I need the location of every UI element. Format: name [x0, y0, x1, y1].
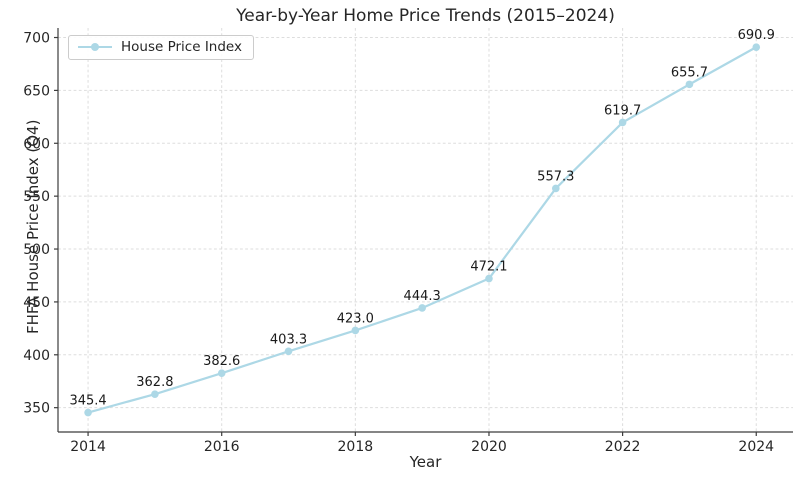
- data-point-label: 557.3: [537, 169, 574, 184]
- x-tick-label: 2020: [471, 439, 507, 455]
- y-tick-label: 600: [23, 136, 50, 152]
- data-point-marker: [284, 347, 293, 356]
- data-point-label: 655.7: [671, 65, 708, 80]
- data-point-marker: [485, 274, 493, 283]
- y-tick-label: 450: [23, 295, 50, 311]
- x-tick-label: 2022: [605, 439, 641, 455]
- x-tick-label: 2014: [70, 439, 106, 455]
- data-point-label: 423.0: [337, 311, 374, 326]
- y-tick-label: 350: [23, 401, 50, 417]
- data-point-label: 619.7: [604, 103, 641, 118]
- x-tick-label: 2016: [204, 439, 240, 455]
- data-point-marker: [618, 118, 627, 127]
- y-tick-label: 500: [23, 242, 50, 258]
- chart-title: Year-by-Year Home Price Trends (2015–202…: [236, 6, 615, 26]
- data-point-marker: [84, 408, 92, 417]
- data-point-label: 690.9: [738, 28, 775, 43]
- data-point-label: 362.8: [136, 375, 173, 390]
- data-point-marker: [151, 390, 159, 398]
- data-point-marker: [351, 326, 360, 335]
- house-price-index-line: [86, 46, 758, 414]
- legend-line-marker-icon: [78, 43, 112, 51]
- data-point-label: 382.6: [203, 354, 240, 369]
- x-tick-label: 2018: [338, 439, 374, 455]
- y-tick-label: 700: [23, 31, 50, 47]
- data-point-marker: [752, 43, 761, 51]
- data-point-label: 472.1: [470, 260, 507, 275]
- y-tick-label: 400: [23, 348, 50, 364]
- data-point-marker: [217, 369, 226, 377]
- x-axis-label: Year: [409, 453, 442, 471]
- data-point-marker: [551, 184, 560, 193]
- legend-label: House Price Index: [121, 39, 242, 55]
- data-point-label: 444.3: [404, 289, 441, 304]
- y-axis-label: FHFA House Price Index (Q4): [24, 119, 42, 334]
- y-tick-label: 650: [23, 83, 50, 99]
- data-point-marker: [685, 80, 694, 89]
- legend: House Price Index: [68, 35, 254, 60]
- data-point-marker: [418, 304, 426, 312]
- legend-marker-icon: [91, 43, 99, 51]
- y-tick-label: 550: [23, 189, 50, 205]
- data-point-label: 403.3: [270, 332, 307, 347]
- x-tick-label: 2024: [738, 439, 774, 455]
- data-point-label: 345.4: [69, 394, 106, 409]
